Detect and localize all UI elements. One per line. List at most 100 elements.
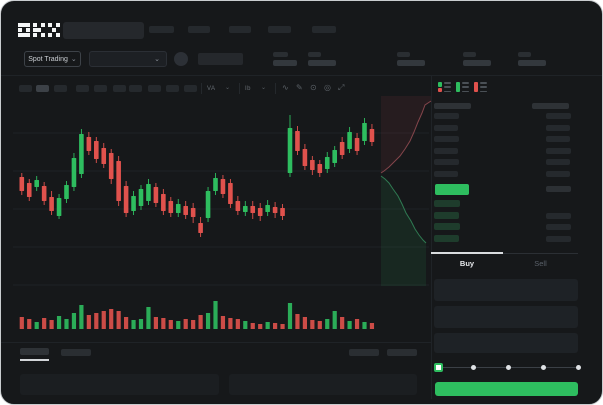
camera-icon[interactable]: ⊙ xyxy=(310,83,317,92)
ask-price-bar[interactable] xyxy=(434,159,459,165)
line xyxy=(444,86,451,88)
volume-bar xyxy=(228,318,233,329)
coin-icon[interactable] xyxy=(174,52,188,66)
bottom-action-left[interactable] xyxy=(349,349,379,356)
candle-body xyxy=(213,178,218,191)
timeframe-button[interactable] xyxy=(94,85,107,92)
volume-bar xyxy=(71,313,77,329)
candle-body xyxy=(302,149,308,166)
total-input[interactable] xyxy=(434,333,578,353)
candle-body xyxy=(324,157,330,169)
nav-item[interactable] xyxy=(229,26,251,33)
ask-amount-bar[interactable] xyxy=(546,171,570,177)
toolbar-divider xyxy=(275,83,276,94)
fullscreen-icon[interactable]: ⤢ xyxy=(338,83,345,92)
bid-price-bar[interactable] xyxy=(434,200,460,207)
wave-overlay-icon[interactable]: ∿ xyxy=(282,83,289,92)
orders-panel-left xyxy=(20,374,219,395)
bid-amount-bar[interactable] xyxy=(546,213,571,219)
timeframe-button[interactable] xyxy=(148,85,161,92)
candle-body xyxy=(347,132,352,149)
candle-body xyxy=(175,204,181,213)
bottom-action-right[interactable] xyxy=(387,349,417,356)
ask-price-bar[interactable] xyxy=(434,113,459,119)
line xyxy=(444,82,451,84)
tab-sell[interactable]: Sell xyxy=(534,258,547,268)
market-type-dropdown[interactable]: Spot Trading ⌄ xyxy=(24,51,81,67)
indicators-dropdown[interactable]: Ib xyxy=(245,86,252,92)
chevron-down-icon[interactable]: ⌄ xyxy=(261,85,267,91)
orderbook-layout-asks-icon[interactable] xyxy=(474,81,487,93)
chevron-down-icon[interactable]: ⌄ xyxy=(225,85,231,91)
tab-buy[interactable]: Buy xyxy=(459,258,475,268)
depth-chart[interactable] xyxy=(376,94,433,296)
stat-value xyxy=(463,60,491,66)
pair-action-button[interactable] xyxy=(198,53,243,65)
candlestick-chart[interactable] xyxy=(11,97,431,343)
volume-bar xyxy=(295,314,300,329)
nav-item[interactable] xyxy=(268,26,291,33)
chart-style-dropdown[interactable]: VA xyxy=(207,86,216,92)
pair-selector-dropdown[interactable]: ⌄ xyxy=(89,51,167,67)
price-input[interactable] xyxy=(434,279,578,301)
ask-price-bar[interactable] xyxy=(434,136,459,142)
bid-amount-bar[interactable] xyxy=(546,224,571,230)
slider-handle[interactable] xyxy=(433,362,443,372)
timeframe-button[interactable] xyxy=(129,85,142,92)
timeframe-button[interactable] xyxy=(184,85,197,92)
bid-amount-bar[interactable] xyxy=(546,236,571,242)
volume-bar xyxy=(235,319,240,329)
slider-stop[interactable] xyxy=(540,364,546,370)
timeframe-button[interactable] xyxy=(113,85,126,92)
slider-stop[interactable] xyxy=(505,364,511,370)
candle-body xyxy=(101,148,107,164)
nav-item[interactable] xyxy=(312,26,336,33)
ask-amount-bar[interactable] xyxy=(546,148,571,154)
ask-amount-bar[interactable] xyxy=(546,113,571,119)
timeframe-button[interactable] xyxy=(19,85,32,92)
ask-amount-bar[interactable] xyxy=(546,125,570,131)
bid-price-bar[interactable] xyxy=(434,223,460,230)
timeframe-button[interactable] xyxy=(36,85,49,92)
candle-body xyxy=(49,197,54,211)
ask-amount-bar[interactable] xyxy=(546,136,570,142)
settings-icon[interactable]: ◎ xyxy=(324,83,331,92)
volume-bar xyxy=(64,319,69,329)
stat-value xyxy=(397,60,425,66)
bid-price-bar[interactable] xyxy=(434,235,459,242)
timeframe-button[interactable] xyxy=(166,85,179,92)
timeframe-button[interactable] xyxy=(54,85,67,92)
orderbook-header-amount xyxy=(532,103,569,109)
orders-tab-active[interactable] xyxy=(20,348,49,355)
ask-price-bar[interactable] xyxy=(434,148,458,154)
orders-tab[interactable] xyxy=(61,349,91,356)
ask-amount-bar[interactable] xyxy=(546,159,570,165)
candle-body xyxy=(138,189,144,206)
buy-button[interactable] xyxy=(435,382,578,396)
orderbook-layout-both-icon[interactable] xyxy=(438,81,451,93)
ask-price-bar[interactable] xyxy=(434,125,458,131)
nav-item[interactable] xyxy=(149,26,174,33)
timeframe-button[interactable] xyxy=(76,85,89,92)
candle-body xyxy=(108,153,114,179)
draw-tool-icon[interactable]: ✎ xyxy=(296,83,303,92)
slider-stop[interactable] xyxy=(470,364,476,370)
amount-input[interactable] xyxy=(434,306,578,328)
candle-body xyxy=(265,205,270,212)
candle-body xyxy=(71,158,77,187)
search-input[interactable] xyxy=(63,22,144,39)
active-tab-indicator xyxy=(431,252,503,254)
volume-bar xyxy=(354,319,360,329)
orderbook-layout-bids-icon[interactable] xyxy=(456,81,469,93)
last-price-bar[interactable] xyxy=(435,184,469,195)
stat-value xyxy=(308,60,336,66)
chevron-down-icon: ⌄ xyxy=(70,55,77,63)
nav-item[interactable] xyxy=(188,26,210,33)
bid-block xyxy=(438,82,442,87)
bid-price-bar[interactable] xyxy=(434,212,459,219)
slider-stop[interactable] xyxy=(575,364,581,370)
lines xyxy=(480,81,487,93)
orders-panel-right xyxy=(229,374,417,395)
volume-bar xyxy=(161,318,166,329)
ask-price-bar[interactable] xyxy=(434,171,458,177)
